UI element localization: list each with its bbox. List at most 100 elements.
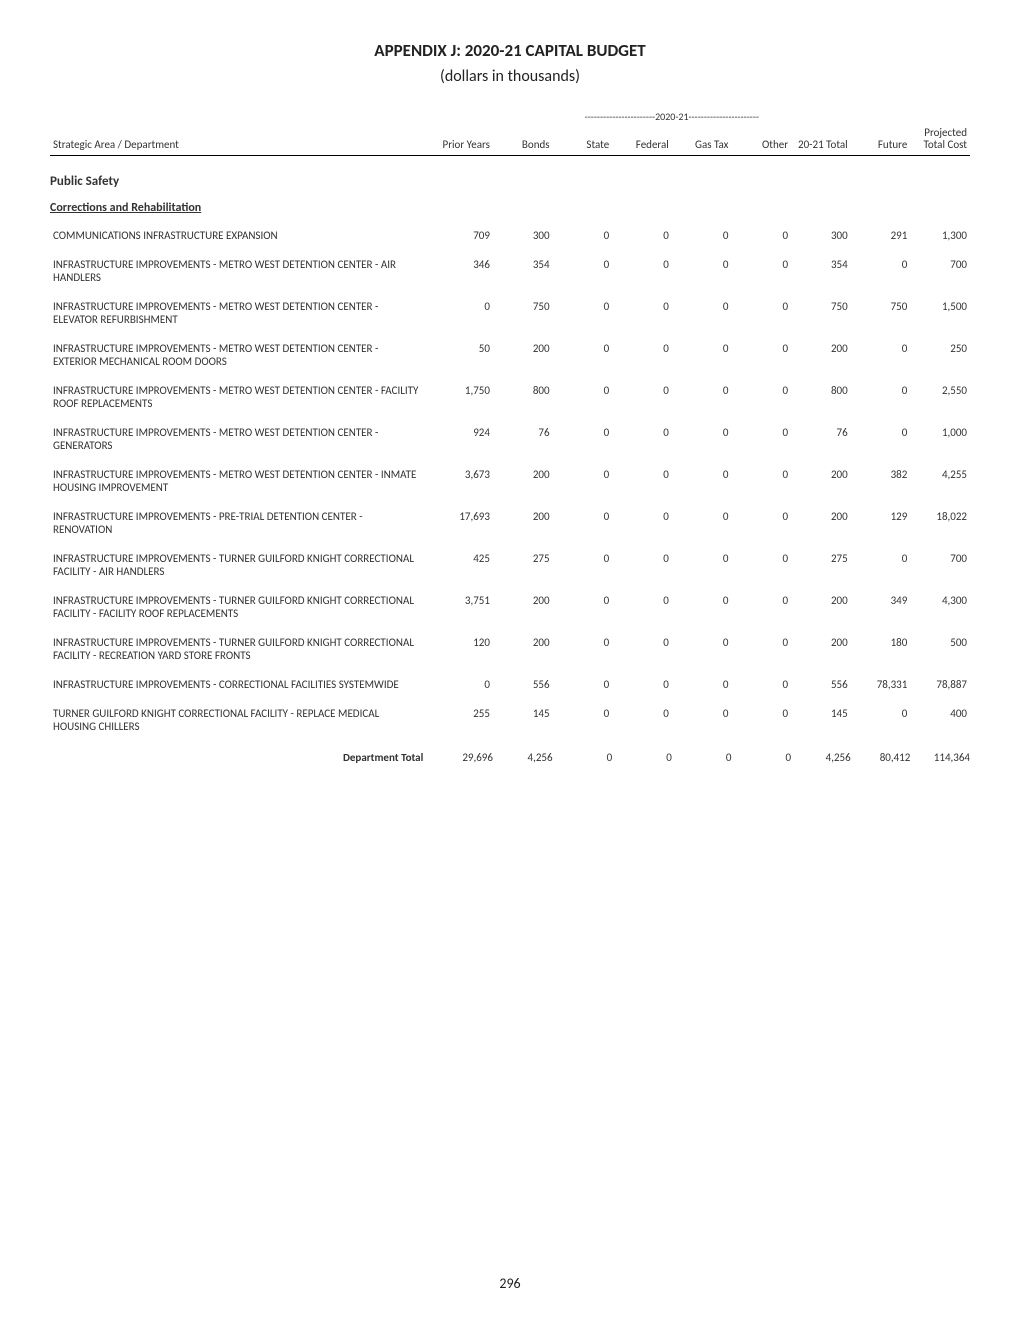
row-value: 145: [791, 699, 851, 741]
row-value: 0: [731, 544, 791, 586]
row-value: 924: [433, 418, 493, 460]
row-value: 0: [672, 221, 732, 250]
table-row: COMMUNICATIONS INFRASTRUCTURE EXPANSION7…: [50, 221, 970, 250]
row-value: 0: [553, 250, 613, 292]
budget-table: ----------------------- 2020-21 --------…: [50, 110, 970, 772]
col-header-future: Future: [851, 123, 911, 156]
subsection-header-row: Corrections and Rehabilitation: [50, 197, 970, 221]
row-value: 354: [493, 250, 553, 292]
row-description: INFRASTRUCTURE IMPROVEMENTS - METRO WEST…: [50, 376, 433, 418]
row-value: 0: [851, 376, 911, 418]
row-value: 750: [791, 292, 851, 334]
table-row: INFRASTRUCTURE IMPROVEMENTS - METRO WEST…: [50, 418, 970, 460]
banner-dash-right: -----------------------: [689, 110, 759, 123]
row-value: 0: [672, 544, 732, 586]
row-value: 0: [731, 699, 791, 741]
row-value: 700: [910, 250, 970, 292]
row-value: 349: [851, 586, 911, 628]
row-value: 0: [731, 628, 791, 670]
row-value: 255: [433, 699, 493, 741]
row-value: 0: [731, 586, 791, 628]
row-value: 120: [433, 628, 493, 670]
row-value: 0: [731, 418, 791, 460]
table-row: INFRASTRUCTURE IMPROVEMENTS - TURNER GUI…: [50, 586, 970, 628]
row-value: 0: [553, 670, 613, 699]
department-total-value: 4,256: [493, 741, 553, 772]
col-header-federal: Federal: [612, 123, 672, 156]
row-value: 500: [910, 628, 970, 670]
row-description: INFRASTRUCTURE IMPROVEMENTS - PRE-TRIAL …: [50, 502, 433, 544]
row-value: 700: [910, 544, 970, 586]
department-total-value: 4,256: [791, 741, 851, 772]
row-value: 0: [672, 376, 732, 418]
row-value: 3,751: [433, 586, 493, 628]
col-header-desc: Strategic Area / Department: [50, 123, 433, 156]
row-value: 0: [553, 292, 613, 334]
row-value: 200: [493, 460, 553, 502]
row-value: 1,750: [433, 376, 493, 418]
row-value: 0: [553, 460, 613, 502]
row-value: 18,022: [910, 502, 970, 544]
row-value: 0: [731, 376, 791, 418]
row-value: 0: [731, 502, 791, 544]
row-value: 0: [553, 699, 613, 741]
department-total-value: 0: [553, 741, 613, 772]
row-value: 425: [433, 544, 493, 586]
page-title: APPENDIX J: 2020-21 CAPITAL BUDGET: [50, 40, 970, 61]
row-description: INFRASTRUCTURE IMPROVEMENTS - TURNER GUI…: [50, 544, 433, 586]
row-value: 0: [851, 250, 911, 292]
row-value: 200: [493, 334, 553, 376]
row-value: 0: [672, 250, 732, 292]
row-value: 400: [910, 699, 970, 741]
department-total-value: 29,696: [433, 741, 493, 772]
row-value: 200: [493, 586, 553, 628]
row-value: 1,300: [910, 221, 970, 250]
department-total-value: 0: [731, 741, 791, 772]
row-value: 0: [553, 221, 613, 250]
row-value: 0: [553, 418, 613, 460]
row-value: 382: [851, 460, 911, 502]
row-description: INFRASTRUCTURE IMPROVEMENTS - METRO WEST…: [50, 292, 433, 334]
row-value: 291: [851, 221, 911, 250]
table-row: INFRASTRUCTURE IMPROVEMENTS - TURNER GUI…: [50, 628, 970, 670]
row-value: 0: [612, 334, 672, 376]
row-value: 4,255: [910, 460, 970, 502]
row-description: INFRASTRUCTURE IMPROVEMENTS - METRO WEST…: [50, 250, 433, 292]
row-value: 750: [851, 292, 911, 334]
row-value: 180: [851, 628, 911, 670]
col-header-gas-tax: Gas Tax: [672, 123, 732, 156]
table-row: INFRASTRUCTURE IMPROVEMENTS - PRE-TRIAL …: [50, 502, 970, 544]
department-total-row: Department Total29,6964,25600004,25680,4…: [50, 741, 970, 772]
row-value: 0: [731, 334, 791, 376]
section-header-row: Public Safety: [50, 156, 970, 198]
section-header: Public Safety: [50, 156, 970, 198]
table-row: INFRASTRUCTURE IMPROVEMENTS - TURNER GUI…: [50, 544, 970, 586]
column-header-row: Strategic Area / Department Prior Years …: [50, 123, 970, 156]
col-header-20-21-total: 20-21 Total: [791, 123, 851, 156]
row-value: 1,000: [910, 418, 970, 460]
row-value: 0: [731, 250, 791, 292]
row-value: 300: [493, 221, 553, 250]
row-value: 275: [791, 544, 851, 586]
row-description: INFRASTRUCTURE IMPROVEMENTS - TURNER GUI…: [50, 586, 433, 628]
row-value: 3,673: [433, 460, 493, 502]
table-row: INFRASTRUCTURE IMPROVEMENTS - METRO WEST…: [50, 334, 970, 376]
row-value: 0: [731, 460, 791, 502]
row-value: 0: [672, 628, 732, 670]
row-value: 200: [493, 628, 553, 670]
row-value: 0: [672, 334, 732, 376]
row-value: 0: [553, 544, 613, 586]
row-value: 0: [433, 670, 493, 699]
row-value: 1,500: [910, 292, 970, 334]
row-value: 129: [851, 502, 911, 544]
row-value: 76: [493, 418, 553, 460]
row-value: 0: [731, 670, 791, 699]
row-value: 0: [433, 292, 493, 334]
row-value: 4,300: [910, 586, 970, 628]
row-value: 0: [553, 334, 613, 376]
page-subtitle: (dollars in thousands): [50, 67, 970, 86]
row-description: INFRASTRUCTURE IMPROVEMENTS - METRO WEST…: [50, 460, 433, 502]
row-value: 750: [493, 292, 553, 334]
row-value: 0: [851, 418, 911, 460]
row-value: 0: [851, 544, 911, 586]
